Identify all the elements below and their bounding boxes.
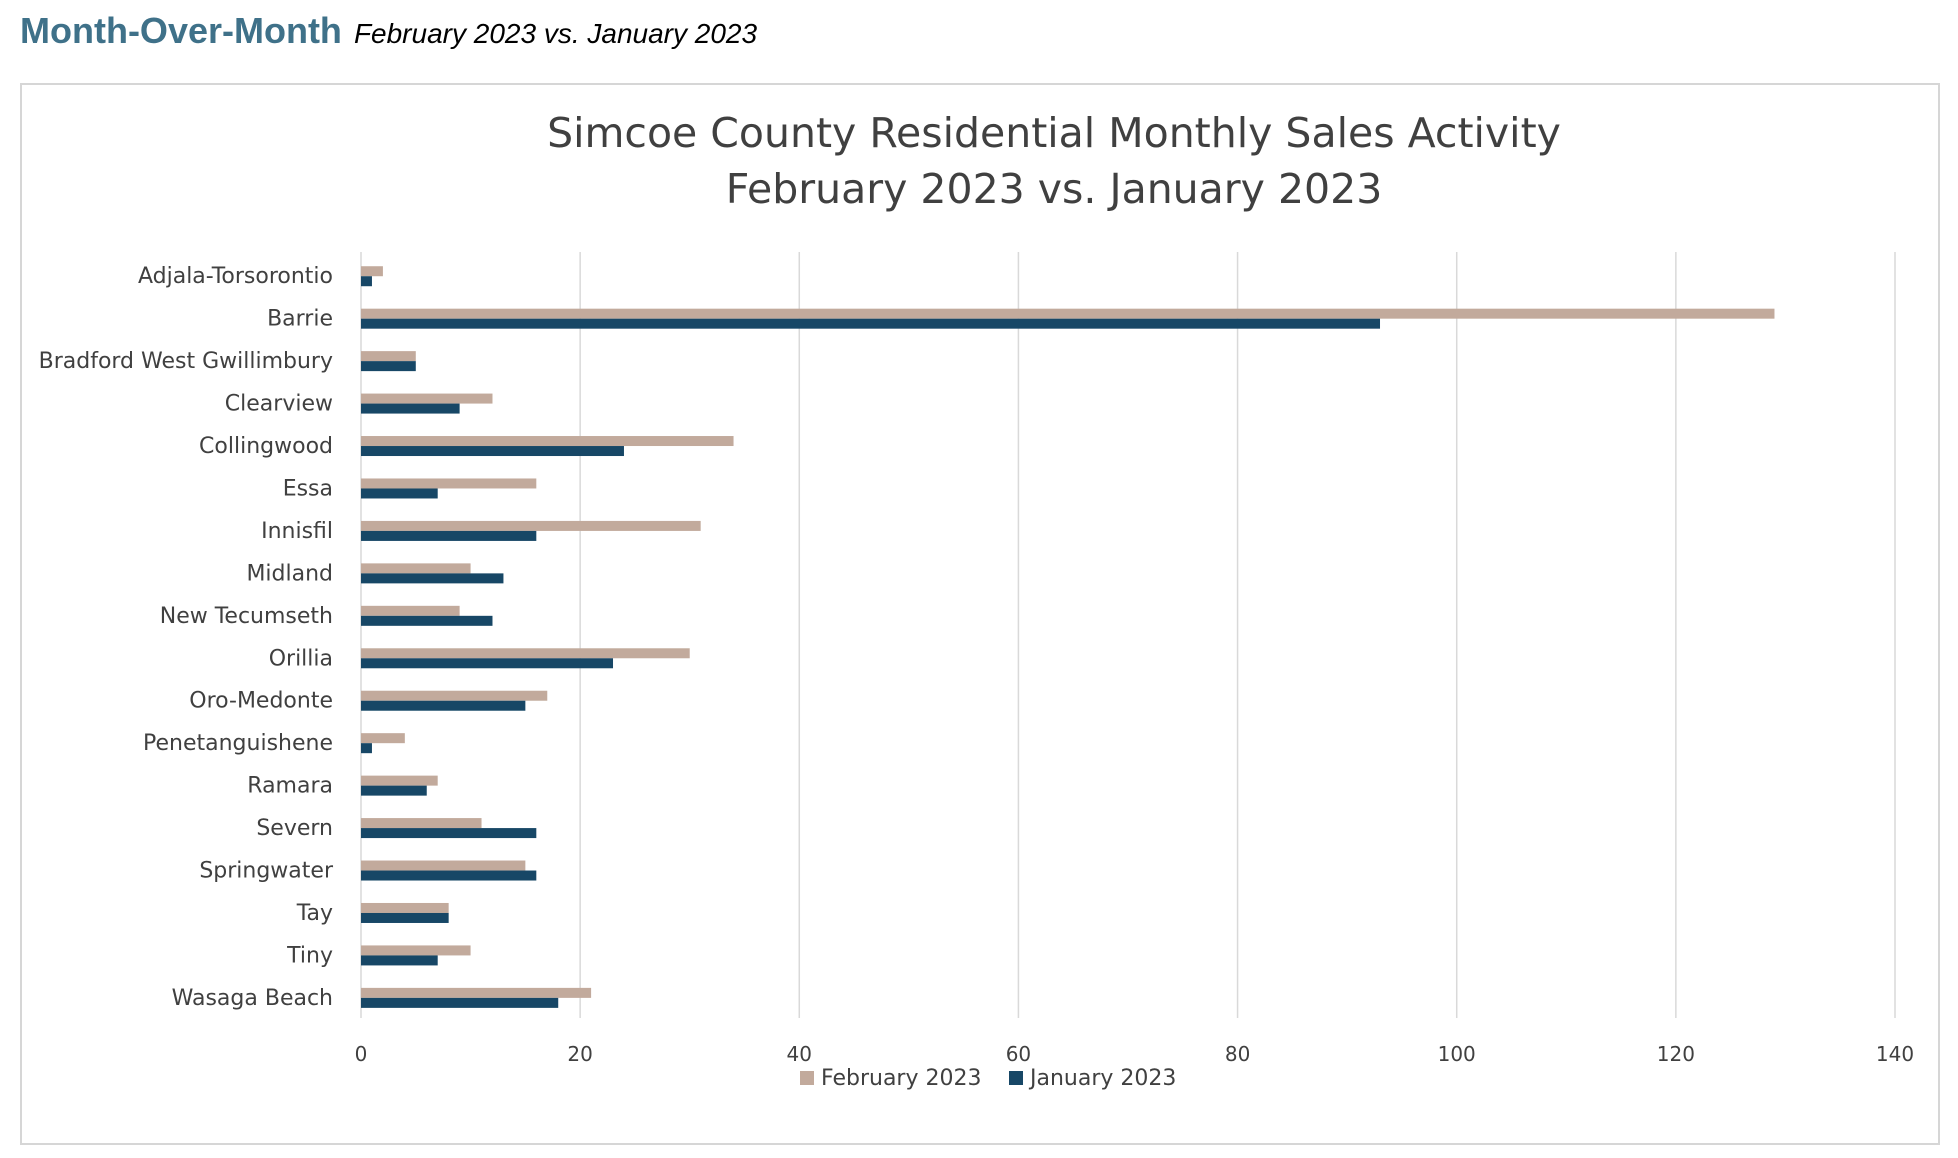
bar-february bbox=[361, 733, 405, 744]
bar-february bbox=[361, 478, 537, 489]
bar-january bbox=[361, 785, 427, 796]
category-label: Penetanguishene bbox=[143, 731, 333, 756]
bar-january bbox=[361, 403, 460, 414]
legend: February 2023 January 2023 bbox=[800, 1066, 1176, 1091]
x-tick-labels: 0 20 40 60 80 100 120 140 bbox=[355, 1042, 1914, 1066]
bar-february bbox=[361, 436, 734, 447]
bar-january bbox=[361, 658, 614, 669]
category-label: Collingwood bbox=[199, 434, 333, 459]
legend-swatch bbox=[800, 1071, 814, 1085]
bar-january bbox=[361, 573, 504, 584]
category-label: Essa bbox=[283, 476, 333, 501]
bar-february bbox=[361, 690, 548, 701]
bar-january bbox=[361, 743, 372, 754]
bar-february bbox=[361, 266, 383, 277]
bar-january bbox=[361, 361, 416, 372]
bar-january bbox=[361, 870, 537, 881]
legend-swatch bbox=[1009, 1071, 1023, 1085]
x-tick-label: 40 bbox=[787, 1042, 812, 1066]
bar-january bbox=[361, 997, 559, 1008]
page-header: Month-Over-Month February 2023 vs. Janua… bbox=[20, 10, 757, 66]
bar-january bbox=[361, 276, 372, 287]
legend-label: February 2023 bbox=[821, 1066, 981, 1091]
category-label: Severn bbox=[256, 816, 333, 841]
bar-february bbox=[361, 563, 471, 574]
x-tick-label: 60 bbox=[1006, 1042, 1031, 1066]
bar-february bbox=[361, 351, 416, 362]
category-label: Oro-Medonte bbox=[189, 689, 333, 714]
category-label: Orillia bbox=[269, 646, 333, 671]
bar-february bbox=[361, 393, 493, 404]
x-tick-label: 0 bbox=[355, 1042, 368, 1066]
x-tick-label: 120 bbox=[1657, 1042, 1695, 1066]
bar-february bbox=[361, 775, 438, 786]
bar-january bbox=[361, 700, 526, 711]
category-label: Tay bbox=[296, 901, 333, 926]
bar-january bbox=[361, 912, 449, 923]
bar-january bbox=[361, 446, 624, 457]
chart-frame: Simcoe County Residential Monthly Sales … bbox=[20, 83, 1940, 1145]
category-label: New Tecumseth bbox=[160, 604, 333, 629]
gridlines bbox=[360, 252, 1896, 1018]
category-label: Clearview bbox=[225, 392, 333, 417]
category-label: Springwater bbox=[199, 859, 334, 884]
bar-january bbox=[361, 615, 493, 626]
chart-title-line2: February 2023 vs. January 2023 bbox=[726, 165, 1383, 213]
page-title: Month-Over-Month bbox=[20, 10, 342, 51]
legend-label: January 2023 bbox=[1028, 1066, 1176, 1091]
x-tick-label: 100 bbox=[1438, 1042, 1476, 1066]
category-label: Midland bbox=[246, 561, 333, 586]
bar-february bbox=[361, 945, 471, 956]
bar-february bbox=[361, 902, 449, 913]
category-label: Wasaga Beach bbox=[172, 986, 333, 1011]
bar-february bbox=[361, 818, 482, 829]
category-label: Adjala-Torsorontio bbox=[138, 264, 333, 289]
page-subtitle: February 2023 vs. January 2023 bbox=[353, 18, 758, 49]
bar-january bbox=[361, 530, 537, 541]
chart-title-line1: Simcoe County Residential Monthly Sales … bbox=[547, 109, 1561, 157]
category-label: Barrie bbox=[267, 307, 333, 332]
bars bbox=[361, 266, 1775, 1008]
category-label: Innisfil bbox=[261, 519, 333, 544]
bar-february bbox=[361, 860, 526, 871]
x-tick-label: 140 bbox=[1876, 1042, 1914, 1066]
category-label: Tiny bbox=[286, 943, 333, 968]
bar-february bbox=[361, 520, 701, 531]
bar-january bbox=[361, 955, 438, 966]
bar-january bbox=[361, 318, 1381, 329]
category-label: Ramara bbox=[247, 774, 333, 799]
bar-january bbox=[361, 488, 438, 499]
bar-february bbox=[361, 605, 460, 616]
bar-february bbox=[361, 308, 1775, 319]
bar-february bbox=[361, 648, 690, 659]
x-tick-label: 20 bbox=[567, 1042, 592, 1066]
category-label: Bradford West Gwillimbury bbox=[39, 349, 333, 374]
x-tick-label: 80 bbox=[1225, 1042, 1250, 1066]
bar-chart: Simcoe County Residential Monthly Sales … bbox=[39, 109, 1914, 1091]
bar-february bbox=[361, 987, 592, 998]
category-labels: Adjala-Torsorontio Barrie Bradford West Gw… bbox=[39, 264, 334, 1011]
bar-january bbox=[361, 828, 537, 839]
